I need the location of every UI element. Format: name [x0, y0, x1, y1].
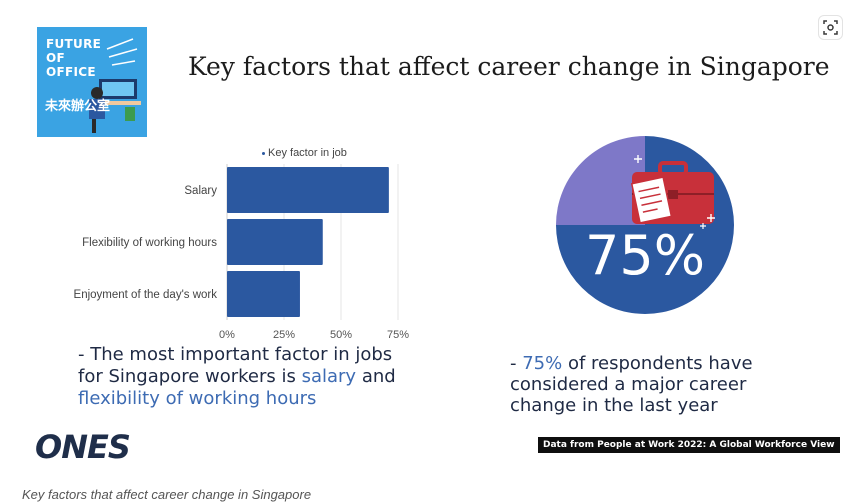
scan-icon: [823, 20, 838, 35]
bar: [227, 271, 300, 317]
salary-note-conjunction: and: [356, 366, 396, 387]
x-tick-label: 25%: [273, 329, 295, 340]
logo-text-line2: OF: [46, 51, 65, 65]
x-tick-label: 50%: [330, 329, 352, 340]
salary-note: - The most important factor in jobs for …: [78, 344, 418, 410]
office-illustration: [89, 38, 141, 133]
respondents-highlight: 75%: [522, 353, 563, 374]
bar: [227, 219, 323, 265]
salary-highlight: salary: [301, 366, 357, 387]
flexibility-highlight: flexibility of working hours: [78, 388, 317, 409]
image-caption: Key factors that affect career change in…: [22, 487, 312, 502]
logo-text-line3: OFFICE: [46, 65, 96, 79]
visual-search-button[interactable]: [818, 15, 843, 40]
future-of-office-logo: FUTURE OF OFFICE 未來辦公室: [37, 27, 147, 137]
chart-legend: Key factor in job: [262, 147, 347, 159]
page-title: Key factors that affect career change in…: [188, 52, 830, 81]
legend-marker: [262, 151, 265, 155]
ones-brand-logo: ONES: [35, 428, 131, 466]
pie-percentage-label: 75%: [584, 224, 706, 287]
respondents-note: - 75% of respondents have considered a m…: [510, 353, 810, 416]
category-label: Flexibility of working hours: [82, 237, 217, 249]
x-tick-label: 75%: [387, 329, 409, 340]
salary-note-text: - The most important factor in jobs for …: [78, 344, 393, 387]
category-label: Salary: [184, 185, 217, 197]
respondents-note-text: of respondents have considered a major c…: [510, 353, 753, 416]
legend-label: Key factor in job: [268, 147, 347, 159]
briefcase-icon: [630, 155, 715, 229]
respondents-note-prefix: -: [510, 353, 523, 374]
logo-text-line1: FUTURE: [46, 37, 102, 51]
career-change-pie-chart: 75%: [556, 136, 734, 314]
category-label: Enjoyment of the day's work: [74, 289, 218, 301]
logo-chinese-text: 未來辦公室: [45, 99, 111, 114]
data-source-label: Data from People at Work 2022: A Global …: [538, 437, 840, 453]
bar: [227, 167, 389, 213]
x-tick-label: 0%: [219, 329, 235, 340]
pie-slice: [556, 136, 645, 225]
key-factors-bar-chart: 0% 25% 50% 75% Salary Flexibility of working …: [74, 164, 409, 340]
